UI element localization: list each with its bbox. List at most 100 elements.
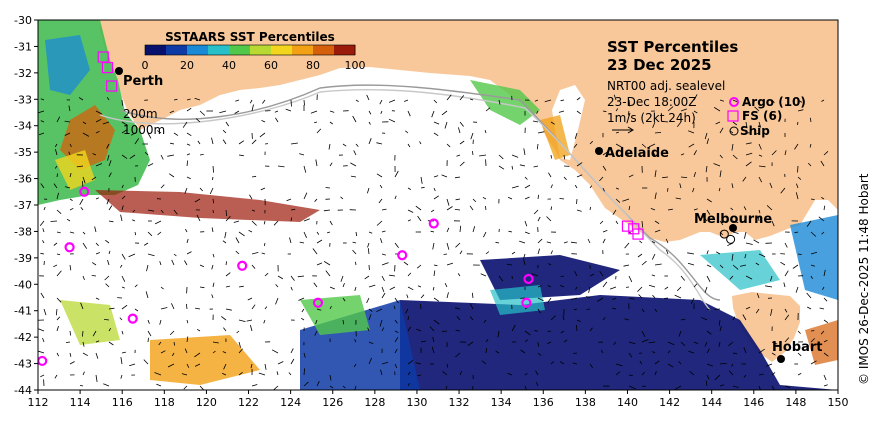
current-vector [261,120,266,123]
current-vector [454,307,461,310]
current-vector [159,261,162,266]
current-vector [810,360,817,365]
current-vector [367,248,370,255]
current-vector [264,363,267,370]
current-vector [482,196,487,200]
current-vector [40,120,45,123]
colorbar-swatch [292,45,314,55]
current-vector [53,242,58,246]
current-vector [143,242,149,246]
current-vector [342,385,346,389]
current-vector [652,294,656,299]
current-vector [433,132,439,137]
current-vector [690,297,695,304]
current-vector [728,341,734,347]
current-vector [407,286,414,291]
x-tick-label: 150 [828,396,849,409]
current-vector [95,352,99,359]
current-vector [771,150,777,156]
current-vector [275,284,279,288]
current-vector [156,383,162,387]
current-vector [276,371,279,376]
current-vector [184,260,188,266]
current-vector [40,183,45,189]
current-vector [105,239,110,244]
current-vector [196,328,201,332]
current-vector [168,173,175,178]
current-vector [238,140,245,145]
current-vector [147,209,155,212]
current-vector [706,330,712,335]
current-vector [43,308,47,316]
current-vector [692,187,695,193]
current-vector [199,264,205,268]
current-vector [121,286,125,289]
current-vector [507,196,513,200]
current-vector [688,350,695,354]
current-vector [105,283,110,288]
current-vector [469,316,474,321]
current-vector [572,362,578,365]
current-vector [706,308,711,311]
current-vector [407,326,412,332]
current-vector [719,264,724,269]
current-vector [469,303,474,310]
current-vector [247,297,253,301]
current-vector [366,297,370,304]
current-vector [637,253,643,258]
current-vector [728,370,734,376]
current-vector [766,363,773,367]
current-vector [316,231,320,235]
current-vector [446,198,450,206]
current-vector [652,351,656,354]
x-tick-label: 144 [701,396,722,409]
current-vector [654,371,657,376]
current-vector [784,308,788,313]
current-vector [519,164,526,167]
city-label: Perth [123,74,163,89]
current-vector [523,253,526,259]
current-vector [446,206,453,211]
current-vector [350,175,357,178]
current-vector [806,292,812,299]
current-vector [780,187,786,194]
current-vector [732,231,739,234]
x-tick-label: 136 [533,396,554,409]
current-vector [147,330,152,337]
current-vector [429,326,435,332]
current-vector [420,186,425,189]
isobath-1000m: 1000m [123,123,165,137]
legend-ship: Ship [729,124,770,138]
current-vector [520,349,526,354]
current-vector [713,163,721,167]
current-vector [290,348,294,354]
current-vector [303,165,307,173]
current-vector [368,308,373,312]
current-vector [235,237,240,244]
current-vector [797,176,802,180]
current-vector [544,99,552,103]
x-tick-label: 134 [491,396,512,409]
current-vector [290,142,298,145]
current-vector [589,363,594,369]
current-vector [95,118,102,123]
current-vector [430,230,435,233]
current-vector [277,361,284,365]
current-vector [147,253,155,257]
current-vector [120,214,123,222]
current-vector [132,219,136,222]
current-vector [145,291,149,299]
current-vector [624,318,630,321]
current-vector [536,382,539,387]
current-vector [368,284,376,288]
y-tick-label: -39 [14,252,32,265]
current-vector [459,225,462,233]
current-vector [797,373,802,376]
current-vector [560,99,565,102]
current-vector [160,307,168,310]
current-vector [730,207,734,211]
current-vector [108,172,112,178]
current-vector [511,165,514,170]
current-vector [758,348,765,354]
current-vector [693,208,698,211]
